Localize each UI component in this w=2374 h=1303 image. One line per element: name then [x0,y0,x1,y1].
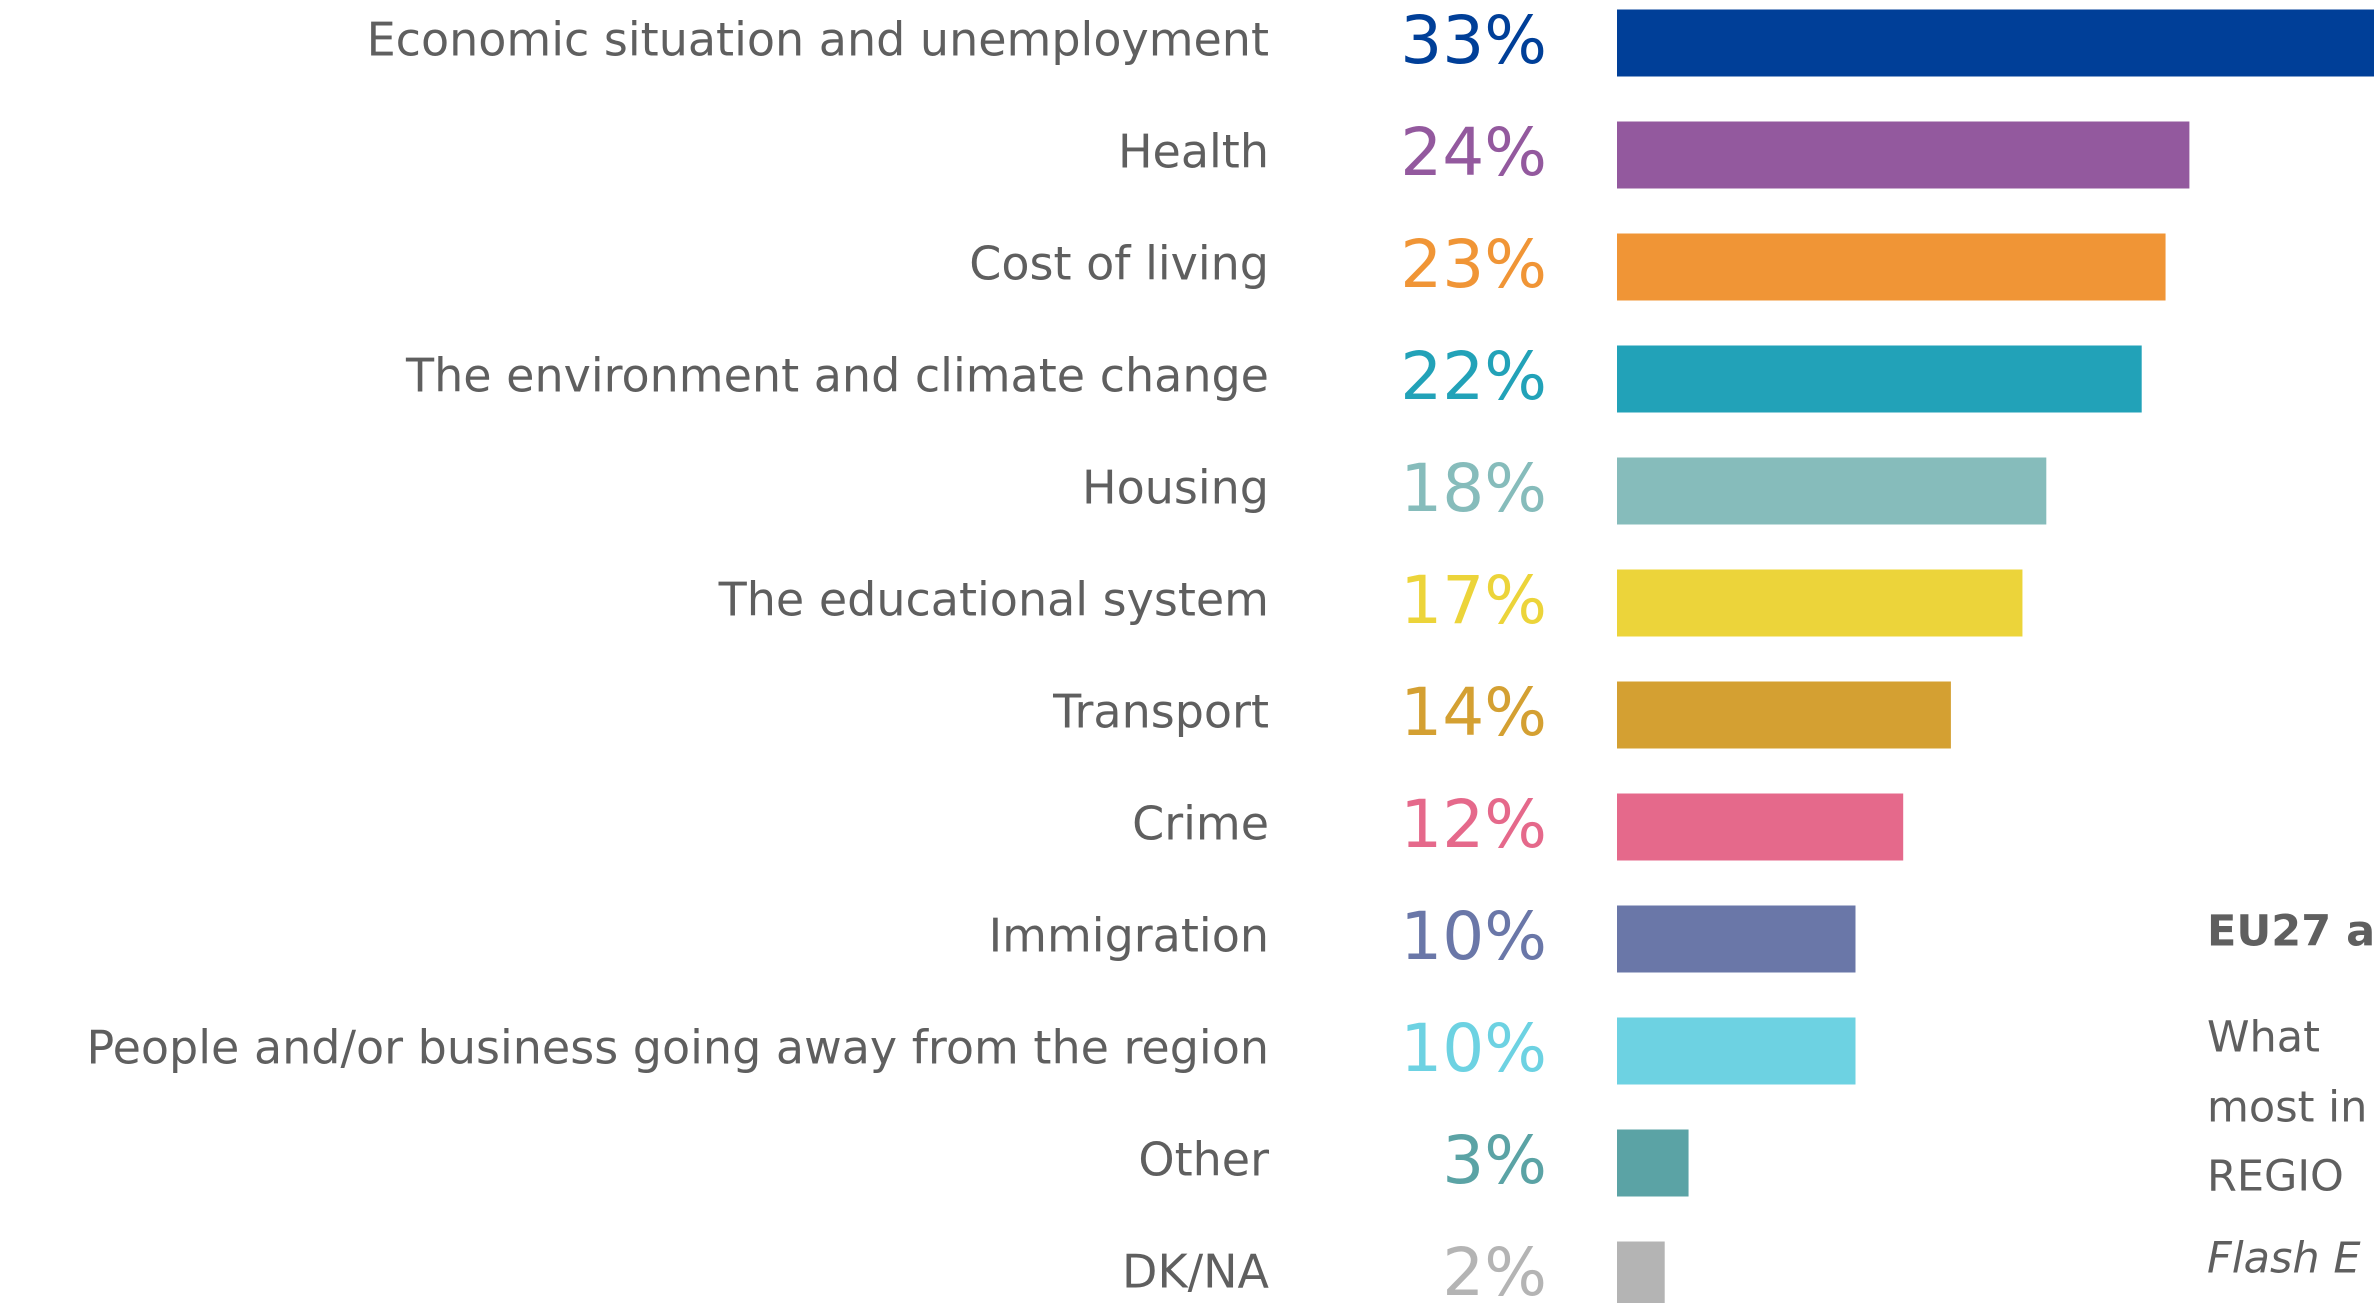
annotation: EU27 a [2207,907,2374,957]
value-label: 2% [1442,1234,1547,1303]
category-label: Other [1138,1133,1269,1187]
bar [1617,1129,1689,1197]
bar [1617,1241,1665,1303]
annotation: most in [2207,1083,2367,1133]
bar [1617,1017,1856,1085]
category-label: Housing [1082,461,1269,515]
category-label: DK/NA [1122,1245,1269,1299]
category-label: The educational system [718,573,1269,627]
category-label: Transport [1052,685,1269,739]
bar [1617,457,2047,525]
bar [1617,793,1904,861]
category-label: The environment and climate change [405,349,1269,403]
bar [1617,121,2190,189]
value-label: 22% [1400,338,1547,415]
value-label: 18% [1400,450,1547,527]
category-label: Crime [1132,797,1269,851]
value-label: 23% [1400,226,1547,303]
value-label: 12% [1400,786,1547,863]
annotation: What [2207,1013,2320,1063]
value-label: 10% [1400,1010,1547,1087]
bar [1617,569,2023,637]
bar [1617,345,2142,413]
value-label: 17% [1400,562,1547,639]
category-label: People and/or business going away from t… [87,1021,1269,1075]
value-label: 24% [1400,114,1547,191]
bar [1617,681,1951,749]
bar [1617,905,1856,973]
value-label: 14% [1400,674,1547,751]
annotation: Flash E [2207,1234,2361,1284]
bar [1617,233,2166,301]
annotation: REGIO [2207,1152,2344,1202]
category-label: Immigration [989,909,1269,963]
category-label: Economic situation and unemployment [367,13,1269,67]
bar [1617,9,2374,77]
value-label: 3% [1442,1122,1547,1199]
value-label: 33% [1400,2,1547,79]
category-label: Cost of living [969,237,1269,291]
category-label: Health [1118,125,1269,179]
value-label: 10% [1400,898,1547,975]
